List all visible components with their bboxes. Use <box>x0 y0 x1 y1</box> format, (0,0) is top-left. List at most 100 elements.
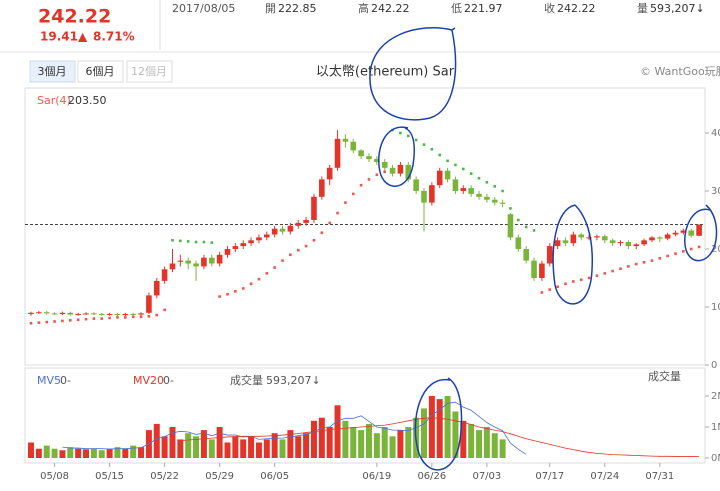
sar-dot <box>124 316 127 319</box>
volume-bar <box>114 447 121 458</box>
sar-label: Sar(4) <box>37 94 71 107</box>
tab[interactable]: 3個月 <box>38 65 67 78</box>
candle-body <box>366 156 372 160</box>
quotes: 開 222.85 高 242.22 低 221.97 收 242.22 量 593,207↓ <box>265 1 705 15</box>
candle-body <box>153 280 160 296</box>
sar-dot <box>422 143 426 146</box>
sar-dot <box>579 278 583 282</box>
volume-bar <box>405 427 412 458</box>
volume-bar <box>208 439 215 458</box>
y-tick-label: 1M <box>711 422 720 433</box>
volume-bar <box>287 430 294 458</box>
credit: © WantGoo玩股 <box>640 65 720 78</box>
candle-body <box>696 224 702 236</box>
volume-bar <box>75 448 82 458</box>
tab[interactable]: 12個月 <box>131 65 167 78</box>
candle-body <box>138 313 144 315</box>
volume-bar <box>161 436 168 458</box>
candle-body <box>657 237 663 239</box>
tab-bg[interactable] <box>29 60 76 83</box>
sar-dot <box>430 147 434 151</box>
sar-dot <box>469 172 473 175</box>
candle-body <box>350 141 357 151</box>
sar-dot <box>634 262 638 266</box>
ma-line <box>180 417 700 458</box>
volume-bar <box>35 448 42 458</box>
sar-dot <box>139 315 143 319</box>
candle-body <box>491 199 498 203</box>
volume-bar <box>444 396 451 458</box>
quote-value: 242.22 <box>371 2 410 15</box>
candle-body <box>664 234 671 239</box>
sar-dot <box>406 134 410 138</box>
candle-body <box>578 234 584 238</box>
volume-bar <box>67 447 74 458</box>
candle-body <box>444 170 451 180</box>
sar-dot <box>462 167 465 171</box>
volume-bar <box>428 396 435 458</box>
volume-bar <box>358 430 365 458</box>
volume-bar <box>373 433 380 458</box>
candle-body <box>523 249 529 261</box>
sar-dot <box>53 320 56 323</box>
volume-bar <box>90 448 97 458</box>
candle-body <box>295 222 302 226</box>
sar-value: 203.50 <box>68 94 107 107</box>
candle-body <box>499 202 506 204</box>
sar-dot <box>658 256 662 260</box>
price-panel <box>24 87 706 366</box>
candle-body <box>680 230 687 233</box>
annotations <box>369 27 718 471</box>
candle-body <box>633 244 640 247</box>
tab-bg[interactable] <box>77 60 124 83</box>
candle-body <box>436 170 443 186</box>
tab[interactable]: 6個月 <box>86 65 115 78</box>
candle-body <box>649 237 655 241</box>
candle-body <box>248 240 254 244</box>
volume-bar <box>421 408 427 458</box>
sar-dot <box>234 290 237 293</box>
candle-body <box>311 196 317 220</box>
volume-bar <box>468 423 475 458</box>
sar-dot <box>485 181 489 184</box>
legend-label: MV20 <box>133 374 164 387</box>
tab-bg[interactable] <box>126 60 173 83</box>
candle-body <box>201 257 207 267</box>
volume-bar <box>193 436 200 458</box>
volume-bar <box>169 427 176 458</box>
candle-body <box>59 312 66 314</box>
candle-body <box>554 240 561 247</box>
sar-dot <box>351 192 355 196</box>
candle-body <box>51 313 58 315</box>
quote-label: 量 <box>637 2 648 15</box>
candle-body <box>264 234 270 238</box>
volume-bar <box>240 439 247 458</box>
volume-bar <box>397 430 404 458</box>
legend-value: 0- <box>163 374 174 387</box>
sar-dot <box>540 291 544 294</box>
volume-bar <box>476 430 483 458</box>
sar-dot <box>163 308 166 312</box>
candle-body <box>169 263 176 270</box>
volume-bar <box>303 433 310 458</box>
sar-dot <box>249 282 253 286</box>
quote-label: 高 <box>358 1 369 15</box>
candle-body <box>381 162 388 168</box>
sar-dot <box>611 269 614 273</box>
volume-bar <box>28 442 34 458</box>
sar-dot <box>320 231 324 235</box>
candle-body <box>429 185 435 203</box>
quote-label: 低 <box>451 2 462 15</box>
change: 19.41▲ <box>40 30 88 44</box>
candle-body <box>374 159 380 162</box>
sar-dot <box>493 185 497 188</box>
sar-dot <box>446 159 449 163</box>
sar-dot <box>281 259 284 262</box>
y-tick-label: 300 <box>711 186 720 197</box>
x-tick-label: 06/05 <box>260 471 289 482</box>
candle-body <box>546 246 553 264</box>
sar-dot <box>572 280 575 283</box>
sar-dot <box>344 201 347 204</box>
volume-bar <box>98 450 105 458</box>
